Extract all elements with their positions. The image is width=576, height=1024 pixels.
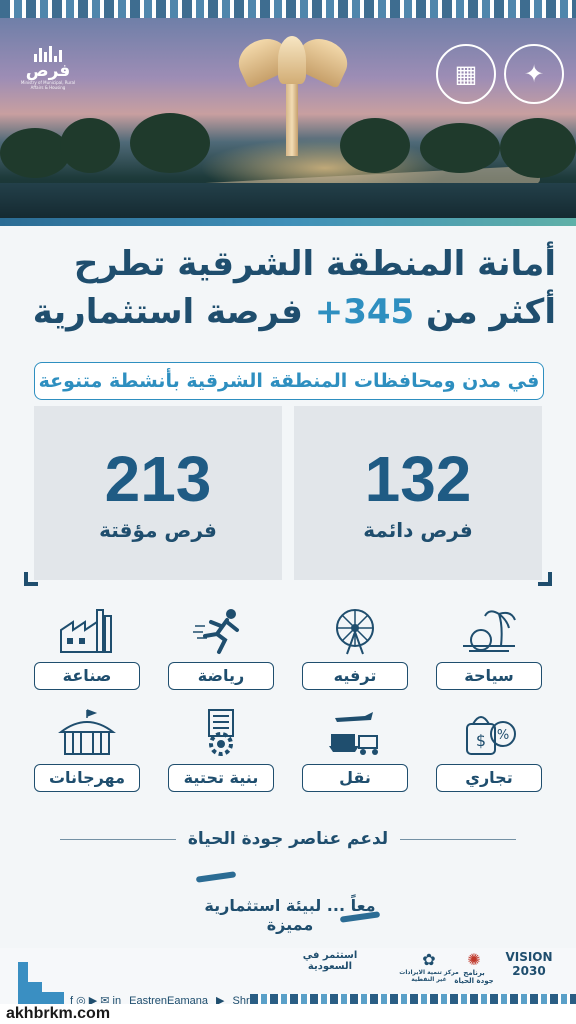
- category-label: بنية تحتية: [168, 764, 274, 792]
- watermark: akhbrkm.com: [0, 1004, 576, 1024]
- beach-icon: [463, 610, 516, 652]
- subtitle-box: في مدن ومحافظات المنطقة الشرقية بأنشطة م…: [34, 362, 544, 400]
- stat-card-permanent: 132 فرص دائمة: [294, 406, 542, 580]
- furas-logo: فرص Ministry of Municipal, Rural Affairs…: [18, 46, 78, 96]
- color-band: [0, 218, 576, 226]
- svg-text:$: $: [476, 731, 486, 750]
- headline-line1: أمانة المنطقة الشرقية تطرح: [73, 244, 556, 284]
- stat-value: 213: [104, 443, 212, 515]
- bottom-decorative-pattern: [250, 994, 576, 1006]
- partner-revenue-center: ✿ مركز تنمية الايرادات غير النفطية: [399, 950, 459, 983]
- saudi-emblem-icon: ✦: [504, 44, 564, 104]
- stat-label: فرص دائمة: [363, 518, 473, 542]
- category-label: مهرجانات: [34, 764, 140, 792]
- subtitle: في مدن ومحافظات المنطقة الشرقية بأنشطة م…: [38, 370, 540, 392]
- top-decorative-pattern: [0, 0, 576, 18]
- runner-icon: [193, 609, 239, 654]
- category-transport: نقل: [302, 708, 408, 792]
- category-sports: رياضة: [168, 606, 274, 690]
- category-entertainment: ترفيه: [302, 606, 408, 690]
- stat-value: 132: [364, 443, 472, 515]
- together-slogan: معاً ... لبيئة استثمارية مميزة: [190, 871, 390, 934]
- partner-quality-of-life: ✺ برنامج جودة الحياة: [454, 950, 494, 985]
- commerce-icon: $ %: [466, 716, 516, 755]
- category-infrastructure: بنية تحتية: [168, 708, 274, 792]
- category-label: سياحة: [436, 662, 542, 690]
- svg-text:%: %: [497, 728, 509, 743]
- factory-icon: [60, 609, 112, 653]
- eamana-logo-icon: [18, 962, 64, 1008]
- category-label: ترفيه: [302, 662, 408, 690]
- tagline: لدعم عناصر جودة الحياة: [60, 826, 516, 852]
- watermark-text: akhbrkm.com: [6, 1005, 111, 1022]
- headline: أمانة المنطقة الشرقية تطرح أكثر من +345 …: [20, 240, 556, 336]
- category-festivals: مهرجانات: [34, 708, 140, 792]
- category-label: نقل: [302, 764, 408, 792]
- corner-mark: [538, 572, 552, 586]
- partner-vision-2030: VISION 2030: [505, 950, 553, 978]
- infrastructure-icon: [208, 709, 234, 756]
- partner-invest-saudi: استثمر في السعودية: [302, 950, 358, 972]
- tent-icon: [58, 709, 116, 755]
- opportunity-count: +345: [314, 292, 415, 332]
- category-label: رياضة: [168, 662, 274, 690]
- stat-card-temporary: 213 فرص مؤقتة: [34, 406, 282, 580]
- municipality-emblem-icon: ▦: [436, 44, 496, 104]
- category-label: صناعة: [34, 662, 140, 690]
- social-handle[interactable]: EastrenEamana: [129, 994, 209, 1007]
- category-label: تجاري: [436, 764, 542, 792]
- youtube-icon: ▶: [216, 995, 225, 1007]
- category-industry: صناعة: [34, 606, 140, 690]
- slogan-text: معاً ... لبيئة استثمارية مميزة: [204, 896, 376, 934]
- corner-mark: [24, 572, 38, 586]
- tagline-text: لدعم عناصر جودة الحياة: [187, 829, 389, 849]
- ferris-wheel-icon: [336, 609, 374, 655]
- stat-label: فرص مؤقتة: [99, 518, 217, 542]
- hero-image: فرص Ministry of Municipal, Rural Affairs…: [0, 18, 576, 218]
- headline-line2: أكثر من +345 فرصة استثمارية: [32, 292, 556, 332]
- category-commercial: $ % تجاري: [436, 708, 542, 792]
- category-tourism: سياحة: [436, 606, 542, 690]
- transport-icon: [329, 712, 378, 755]
